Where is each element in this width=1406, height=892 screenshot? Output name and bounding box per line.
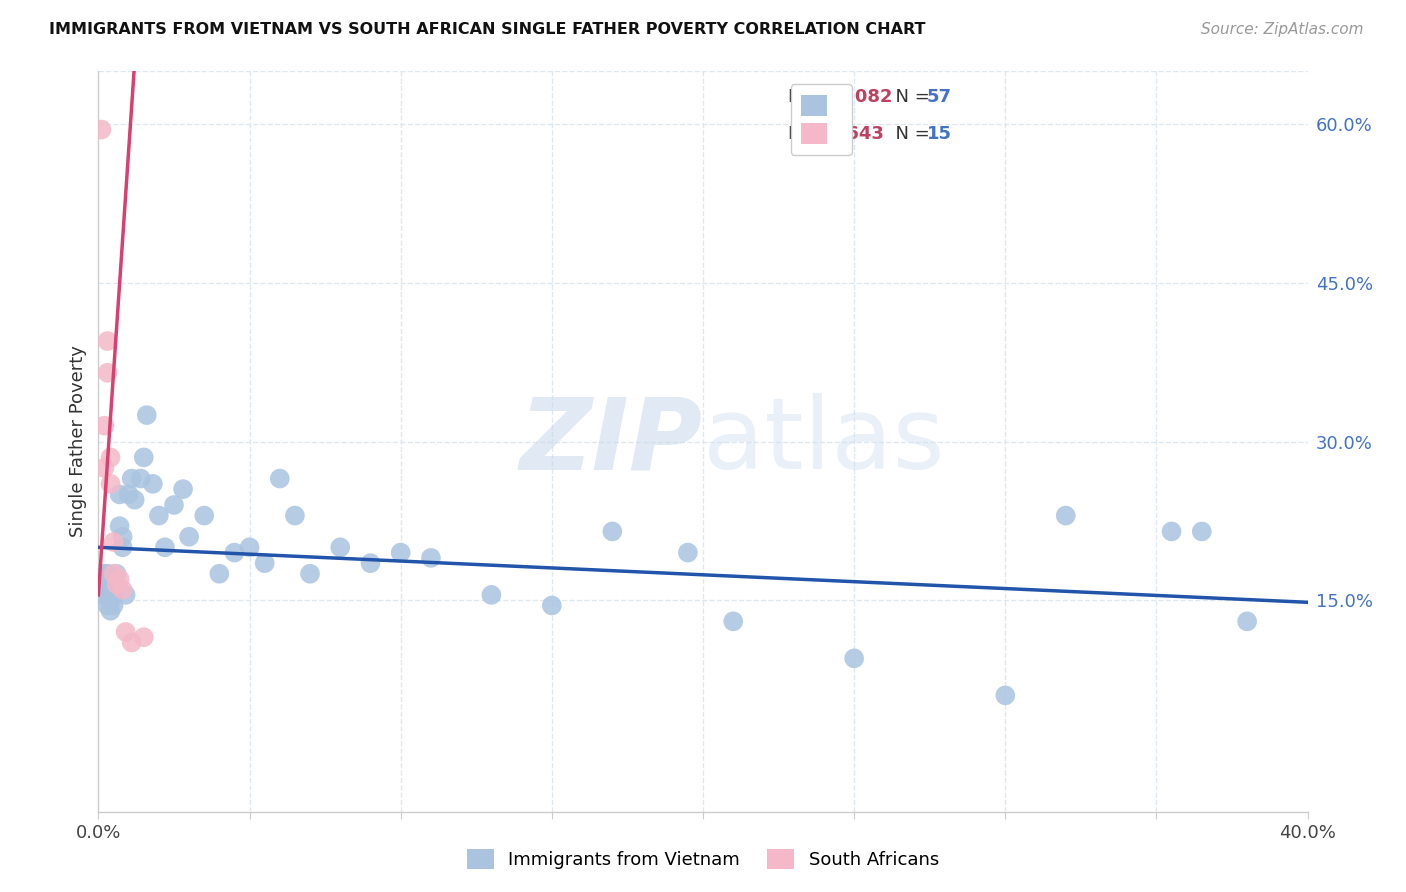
Text: N =: N =: [884, 126, 936, 144]
Point: [481, 588, 503, 602]
Point: [1160, 524, 1182, 539]
Point: [93, 566, 115, 581]
Point: [420, 550, 443, 565]
Point: [193, 508, 215, 523]
Point: [121, 635, 143, 649]
Point: [111, 541, 134, 555]
Point: [540, 599, 562, 613]
Point: [96, 334, 118, 348]
Text: 15: 15: [927, 126, 952, 144]
Point: [108, 572, 131, 586]
Point: [96, 599, 118, 613]
Point: [105, 577, 128, 591]
Point: [105, 577, 128, 591]
Point: [602, 524, 624, 539]
Point: [1054, 508, 1077, 523]
Text: R =: R =: [787, 88, 827, 106]
Point: [994, 689, 1017, 703]
Point: [224, 546, 246, 560]
Point: [103, 588, 125, 602]
Point: [96, 577, 118, 591]
Text: 0.643: 0.643: [828, 126, 884, 144]
Point: [90, 122, 112, 136]
Point: [253, 556, 276, 570]
Text: atlas: atlas: [703, 393, 945, 490]
Point: [103, 599, 125, 613]
Point: [108, 519, 131, 533]
Point: [93, 418, 115, 433]
Point: [844, 651, 866, 665]
Point: [172, 482, 194, 496]
Point: [676, 546, 699, 560]
Point: [329, 541, 352, 555]
Point: [111, 582, 134, 597]
Point: [360, 556, 382, 570]
Point: [100, 476, 122, 491]
Point: [100, 450, 122, 465]
Point: [299, 566, 322, 581]
Point: [723, 615, 745, 629]
Text: 57: 57: [927, 88, 952, 106]
Point: [132, 630, 155, 644]
Point: [1191, 524, 1213, 539]
Point: [105, 566, 128, 581]
Text: Source: ZipAtlas.com: Source: ZipAtlas.com: [1201, 22, 1364, 37]
Text: N =: N =: [884, 88, 936, 106]
Point: [114, 624, 136, 639]
Text: IMMIGRANTS FROM VIETNAM VS SOUTH AFRICAN SINGLE FATHER POVERTY CORRELATION CHART: IMMIGRANTS FROM VIETNAM VS SOUTH AFRICAN…: [49, 22, 925, 37]
Point: [129, 471, 152, 485]
Point: [103, 535, 125, 549]
Point: [90, 588, 112, 602]
Point: [163, 498, 186, 512]
Point: [179, 530, 201, 544]
Text: R =: R =: [787, 126, 827, 144]
Point: [93, 461, 115, 475]
Point: [389, 546, 412, 560]
Point: [114, 588, 136, 602]
Point: [96, 366, 118, 380]
Point: [100, 582, 122, 597]
Legend: Immigrants from Vietnam, South Africans: Immigrants from Vietnam, South Africans: [458, 839, 948, 879]
Point: [135, 408, 157, 422]
Y-axis label: Single Father Poverty: Single Father Poverty: [69, 345, 87, 538]
Point: [153, 541, 176, 555]
Text: -0.082: -0.082: [828, 88, 891, 106]
Point: [284, 508, 307, 523]
Point: [208, 566, 231, 581]
Point: [142, 476, 165, 491]
Text: ZIP: ZIP: [520, 393, 703, 490]
Point: [90, 577, 112, 591]
Point: [96, 588, 118, 602]
Point: [121, 471, 143, 485]
Point: [1236, 615, 1258, 629]
Point: [100, 604, 122, 618]
Legend: , : ,: [790, 84, 852, 154]
Point: [96, 566, 118, 581]
Point: [93, 588, 115, 602]
Point: [239, 541, 262, 555]
Point: [124, 492, 146, 507]
Point: [111, 530, 134, 544]
Point: [100, 593, 122, 607]
Point: [132, 450, 155, 465]
Point: [93, 577, 115, 591]
Point: [103, 577, 125, 591]
Point: [148, 508, 170, 523]
Point: [103, 566, 125, 581]
Point: [118, 487, 141, 501]
Point: [108, 487, 131, 501]
Point: [269, 471, 291, 485]
